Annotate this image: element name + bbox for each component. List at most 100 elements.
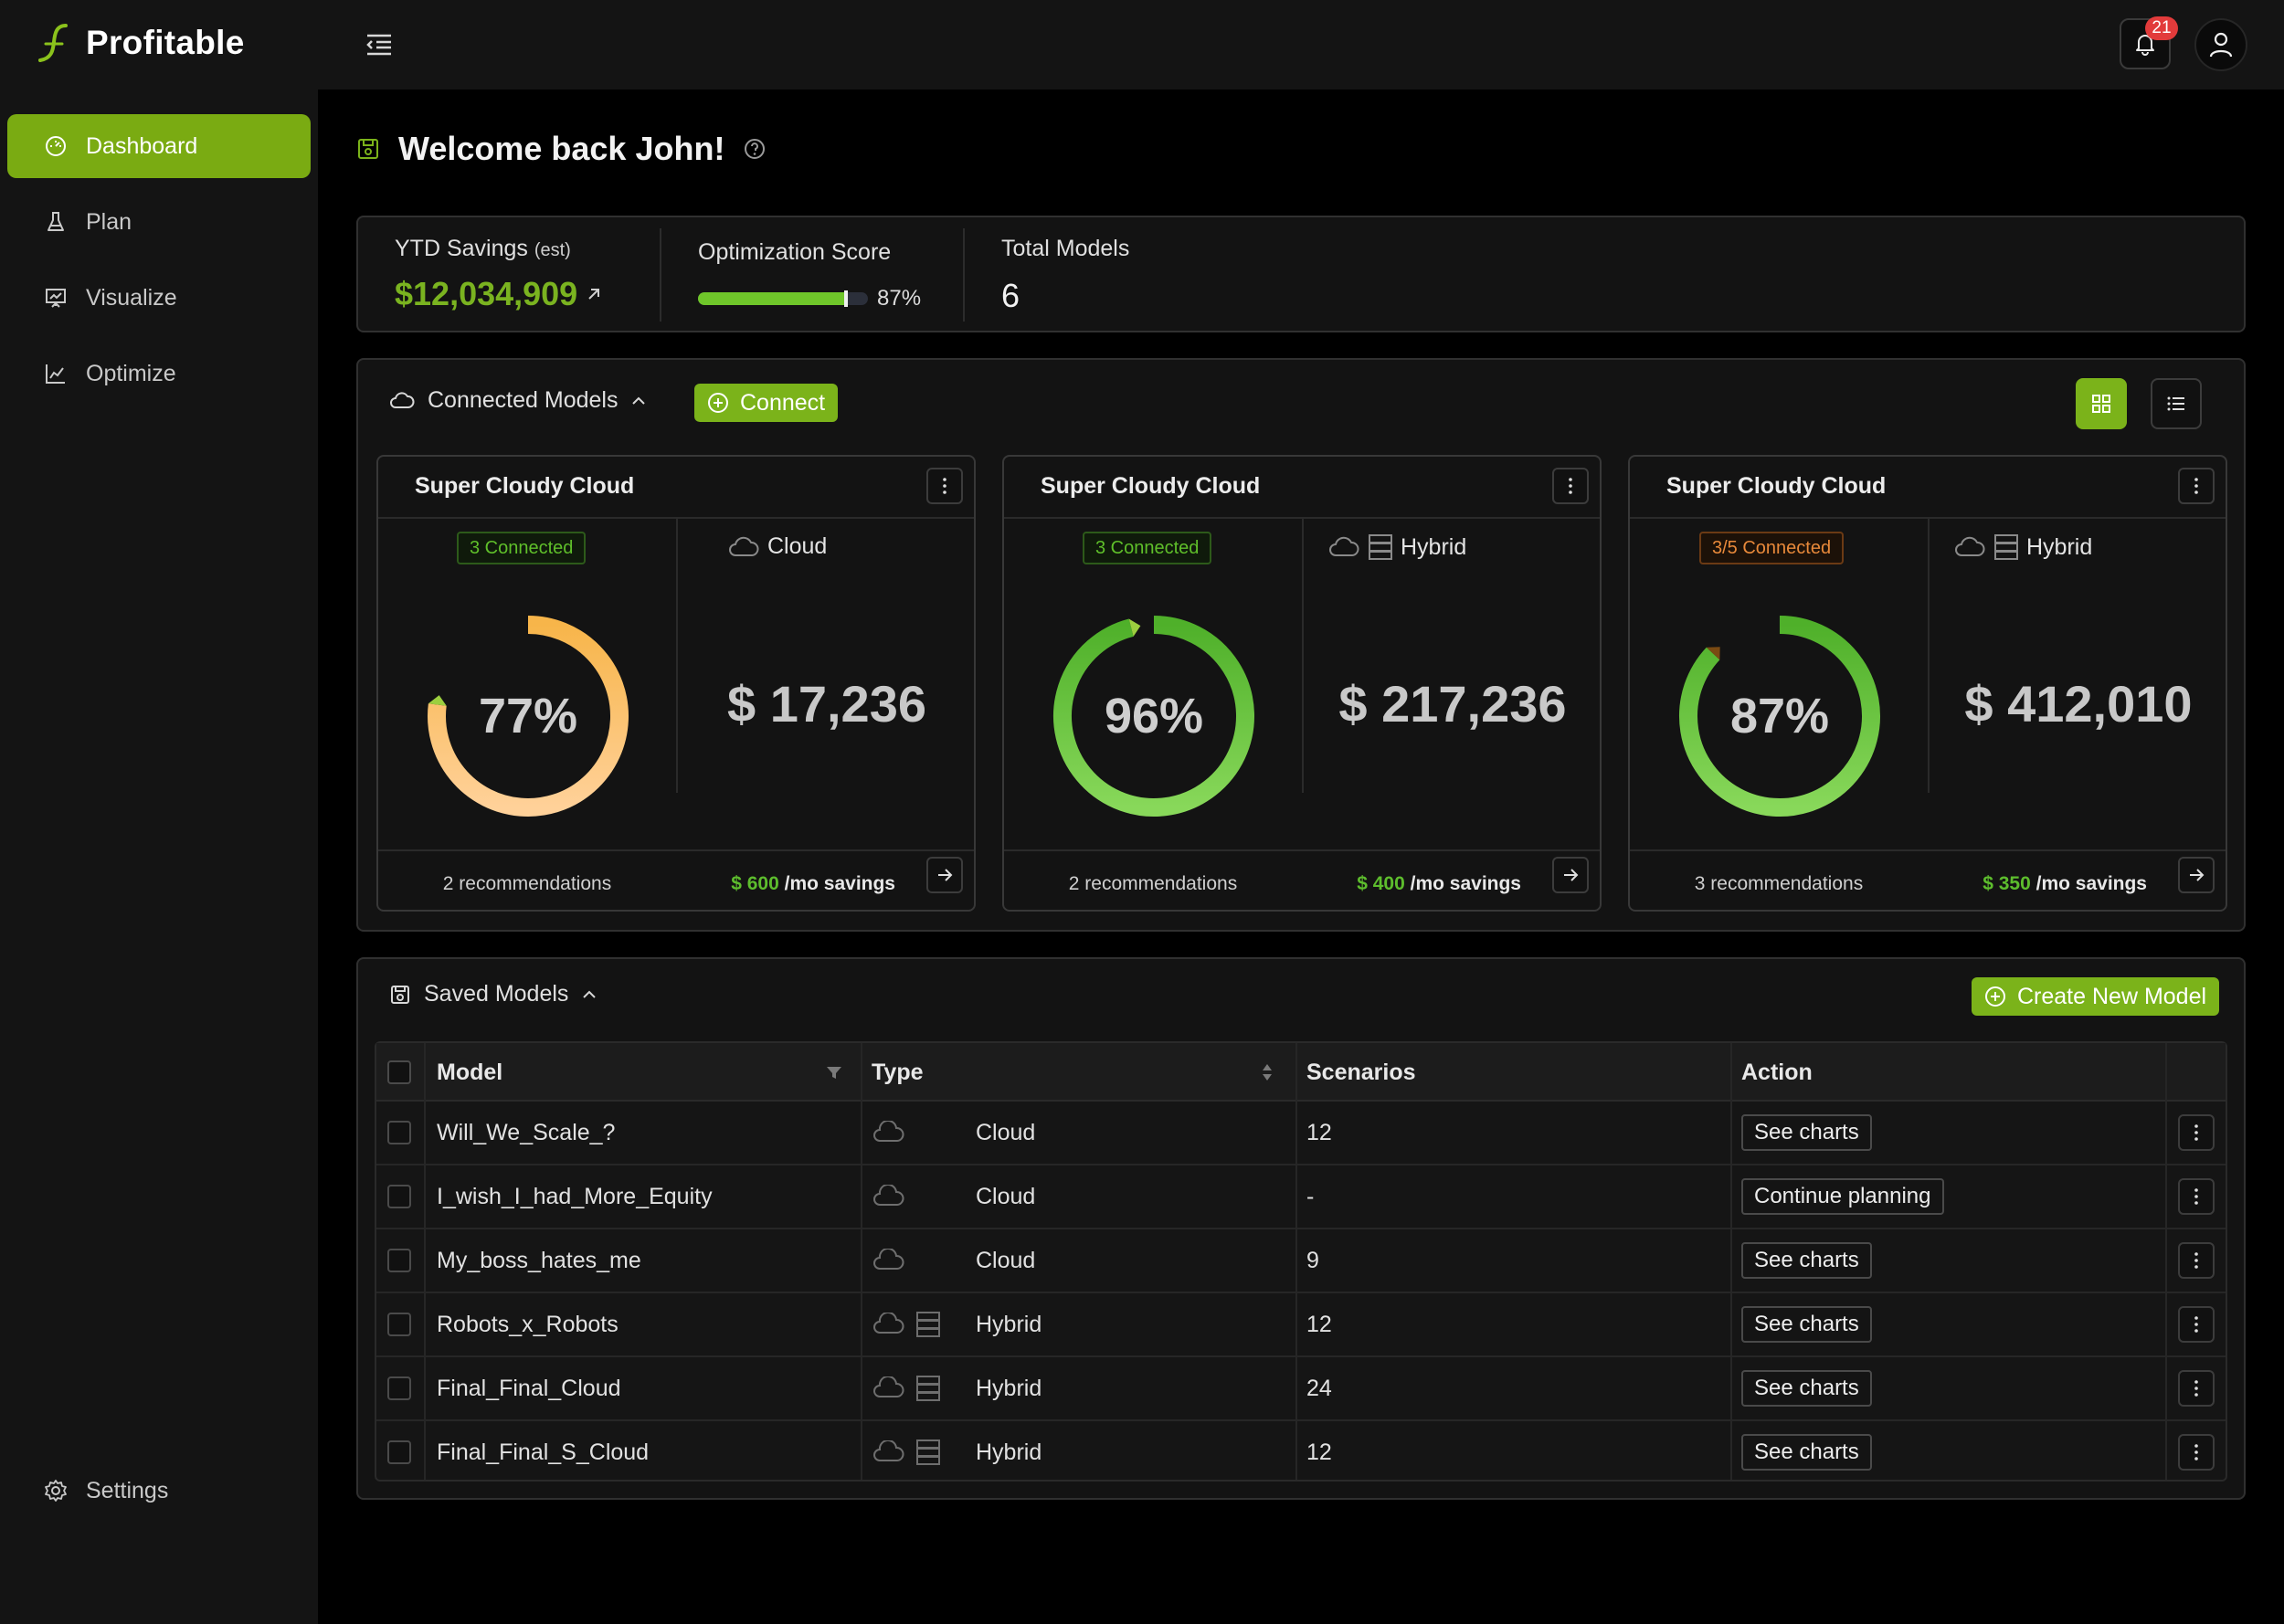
ytd-savings-qualifier: (est) — [534, 240, 571, 260]
open-model-button[interactable] — [1552, 857, 1589, 893]
more-options-button[interactable] — [926, 468, 963, 504]
connected-models-toggle[interactable]: Connected Models — [389, 387, 647, 414]
gauge-tip-marker — [1128, 618, 1141, 637]
kebab-icon — [2194, 1124, 2198, 1141]
see-charts-button[interactable]: See charts — [1741, 1114, 1872, 1151]
server-icon — [915, 1439, 941, 1466]
connected-models-panel: Connected Models Connect — [356, 358, 2246, 932]
see-charts-button[interactable]: See charts — [1741, 1306, 1872, 1343]
more-options-button[interactable] — [2178, 468, 2215, 504]
menu-collapse-icon[interactable] — [364, 31, 397, 58]
scenarios-count: 12 — [1306, 1439, 1332, 1465]
model-type-label: Cloud — [767, 533, 828, 559]
row-more-options-button[interactable] — [2178, 1434, 2215, 1471]
see-charts-button[interactable]: See charts — [1741, 1242, 1872, 1279]
gauge-tip-marker — [428, 695, 447, 706]
flask-icon — [44, 210, 68, 234]
sidebar-item-settings[interactable]: Settings — [7, 1459, 311, 1523]
cloud-icon — [872, 1313, 906, 1336]
table-row[interactable]: Final_Final_S_Cloud Hybrid 12 See charts — [376, 1421, 2226, 1485]
server-icon — [1993, 533, 2019, 561]
top-bar: Profitable 21 — [0, 0, 2284, 90]
sidebar-item-visualize[interactable]: Visualize — [7, 266, 311, 330]
open-model-button[interactable] — [2178, 857, 2215, 893]
help-icon[interactable] — [743, 137, 767, 161]
table-row[interactable]: My_boss_hates_me Cloud 9 See charts — [376, 1229, 2226, 1293]
column-header-type[interactable]: Type — [872, 1059, 924, 1085]
row-more-options-button[interactable] — [2178, 1242, 2215, 1279]
filter-icon[interactable] — [826, 1043, 842, 1102]
row-more-options-button[interactable] — [2178, 1114, 2215, 1151]
see-charts-button[interactable]: See charts — [1741, 1370, 1872, 1407]
scenarios-count: 12 — [1306, 1119, 1332, 1145]
gauge-percent: 96% — [1104, 689, 1204, 743]
page-header: Welcome back John! — [356, 130, 767, 168]
arrow-right-icon — [2187, 866, 2205, 884]
connect-button[interactable]: Connect — [694, 384, 839, 422]
model-card[interactable]: Super Cloudy Cloud 3 Connected Hybrid — [1002, 455, 1602, 912]
continue-planning-button[interactable]: Continue planning — [1741, 1178, 1944, 1215]
create-new-model-button[interactable]: Create New Model — [1972, 977, 2220, 1016]
model-card[interactable]: Super Cloudy Cloud 3/5 Connected Hybrid — [1628, 455, 2227, 912]
row-checkbox[interactable] — [387, 1313, 411, 1336]
open-model-button[interactable] — [926, 857, 963, 893]
cloud-icon — [872, 1440, 906, 1464]
chart-line-icon — [44, 362, 68, 385]
row-checkbox[interactable] — [387, 1376, 411, 1400]
table-row[interactable]: Will_We_Scale_? Cloud 12 See charts — [376, 1102, 2226, 1165]
select-all-checkbox[interactable] — [387, 1060, 411, 1084]
kebab-icon — [2194, 1444, 2198, 1461]
gauge-percent: 87% — [1729, 689, 1830, 743]
stats-panel: YTD Savings (est) $12,034,909 Optimizati… — [356, 216, 2246, 332]
notifications-button[interactable]: 21 — [2120, 16, 2178, 69]
row-checkbox[interactable] — [387, 1440, 411, 1464]
total-models-value: 6 — [1001, 277, 1020, 314]
chevron-up-icon — [630, 395, 647, 406]
column-header-model[interactable]: Model — [437, 1059, 503, 1085]
model-type-label: Hybrid — [1401, 533, 1467, 560]
model-type: Cloud — [727, 533, 827, 560]
gauge-arc — [1679, 616, 1880, 817]
gauge-arc — [1053, 616, 1254, 817]
stats-divider — [660, 228, 661, 322]
connect-label: Connect — [740, 389, 826, 416]
select-all-checkbox-cell — [387, 1043, 411, 1102]
more-options-button[interactable] — [1552, 468, 1589, 504]
column-header-scenarios[interactable]: Scenarios — [1306, 1059, 1416, 1085]
sidebar-item-plan[interactable]: Plan — [7, 190, 311, 254]
model-amount: $ 412,010 — [1964, 675, 2193, 733]
row-checkbox[interactable] — [387, 1185, 411, 1208]
ytd-savings-value: $12,034,909 — [395, 275, 578, 312]
avatar[interactable] — [2194, 18, 2247, 71]
row-more-options-button[interactable] — [2178, 1306, 2215, 1343]
optimization-score-label: Optimization Score — [698, 239, 892, 265]
model-name: Final_Final_S_Cloud — [437, 1439, 650, 1465]
kebab-icon — [1568, 477, 1573, 495]
row-checkbox[interactable] — [387, 1121, 411, 1144]
table-row[interactable]: I_wish_I_had_More_Equity Cloud - Continu… — [376, 1165, 2226, 1229]
sidebar-item-label: Plan — [86, 208, 132, 235]
row-more-options-button[interactable] — [2178, 1370, 2215, 1407]
optimization-gauge: 77% — [422, 610, 634, 822]
table-row[interactable]: Final_Final_Cloud Hybrid 24 See charts — [376, 1357, 2226, 1421]
saved-models-toggle[interactable]: Saved Models — [389, 981, 597, 1007]
sidebar-item-dashboard[interactable]: Dashboard — [7, 114, 311, 178]
scenarios-count: 9 — [1306, 1247, 1319, 1273]
brand[interactable]: Profitable — [35, 22, 245, 64]
recommendations-count: 2 recommendations — [442, 873, 612, 894]
gauge-arc — [428, 616, 629, 817]
column-header-action: Action — [1741, 1059, 1813, 1085]
grid-view-button[interactable] — [2076, 378, 2127, 429]
sidebar-item-optimize[interactable]: Optimize — [7, 342, 311, 406]
row-checkbox[interactable] — [387, 1249, 411, 1272]
table-row[interactable]: Robots_x_Robots Hybrid 12 See charts — [376, 1293, 2226, 1357]
see-charts-button[interactable]: See charts — [1741, 1434, 1872, 1471]
model-card[interactable]: Super Cloudy Cloud 3 Connected Cloud — [376, 455, 976, 912]
model-type: Hybrid — [1327, 533, 1466, 561]
kebab-icon — [2194, 1188, 2198, 1205]
sidebar-item-label: Dashboard — [86, 132, 198, 159]
row-more-options-button[interactable] — [2178, 1178, 2215, 1215]
list-view-button[interactable] — [2151, 378, 2202, 429]
monthly-savings-amount: $ 600 — [731, 873, 779, 894]
sort-icon[interactable] — [1261, 1043, 1274, 1102]
